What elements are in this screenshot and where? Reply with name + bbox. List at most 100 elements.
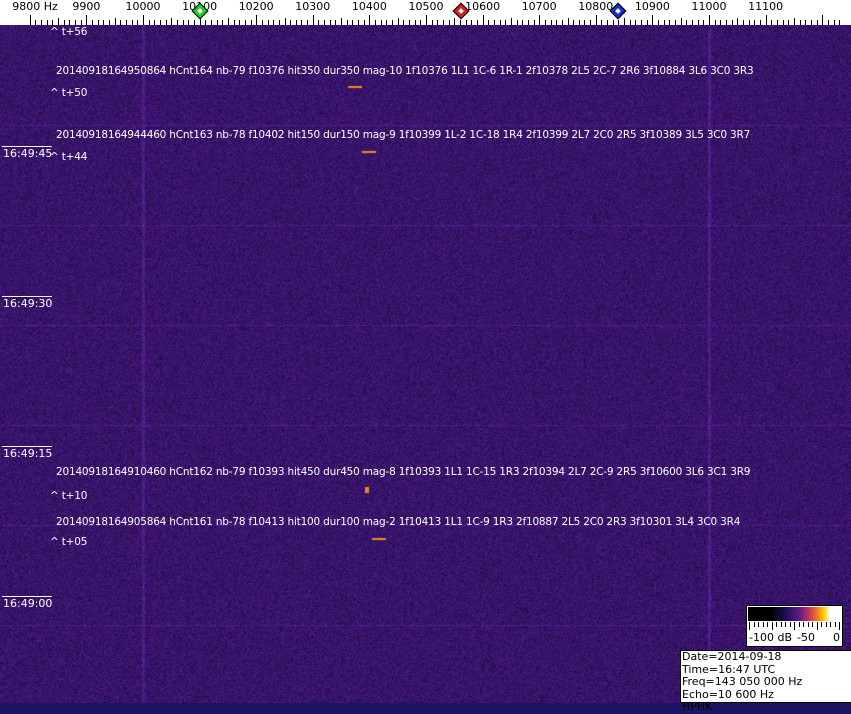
- axis-tick: [273, 20, 275, 25]
- axis-tick: [307, 20, 309, 25]
- freq-label: 10600: [465, 0, 501, 13]
- axis-tick: [709, 15, 710, 25]
- colorbar-tick: [834, 622, 836, 627]
- freq-label: 10200: [238, 0, 274, 13]
- axis-tick: [459, 20, 461, 25]
- axis-tick: [148, 20, 150, 25]
- axis-tick: [805, 20, 807, 25]
- frequency-axis[interactable]: 9800 Hz 99001000010100102001030010400105…: [0, 0, 851, 25]
- axis-tick: [176, 20, 178, 25]
- axis-tick: [522, 20, 524, 25]
- axis-tick: [165, 20, 167, 25]
- color-gradient: [748, 607, 841, 621]
- axis-tick: [646, 20, 648, 25]
- axis-tick: [380, 20, 382, 25]
- colorbar-tick: [767, 622, 768, 627]
- axis-tick: [493, 20, 495, 25]
- colorbar-label-max: 0: [833, 631, 840, 644]
- colorbar-tick: [830, 622, 831, 627]
- axis-tick: [103, 20, 105, 25]
- axis-tick: [680, 18, 682, 25]
- axis-tick: [414, 20, 416, 25]
- axis-tick: [544, 20, 546, 25]
- axis-tick: [239, 20, 241, 25]
- axis-tick: [731, 20, 733, 25]
- axis-tick: [816, 20, 818, 25]
- axis-tick: [222, 20, 224, 25]
- axis-tick: [476, 20, 478, 25]
- axis-tick: [335, 20, 337, 25]
- axis-tick: [301, 20, 303, 25]
- axis-tick: [556, 20, 558, 25]
- axis-tick: [516, 20, 518, 25]
- axis-tick: [329, 20, 331, 25]
- axis-tick: [782, 20, 784, 25]
- axis-tick: [267, 20, 269, 25]
- axis-tick: [154, 20, 156, 25]
- colorbar-label-mid: -50: [797, 631, 815, 644]
- axis-tick: [227, 18, 229, 25]
- axis-tick: [437, 20, 439, 25]
- axis-tick: [748, 20, 750, 25]
- axis-tick: [143, 15, 144, 25]
- axis-tick: [669, 20, 671, 25]
- axis-tick: [346, 20, 348, 25]
- detection-line: 20140918164944460 hCnt163 nb-78 f10402 h…: [56, 129, 751, 141]
- axis-tick: [318, 20, 320, 25]
- axis-tick: [261, 20, 263, 25]
- colorbar-tick: [776, 622, 777, 627]
- axis-tick: [409, 20, 411, 25]
- axis-tick: [442, 20, 444, 25]
- axis-tick: [839, 20, 841, 25]
- axis-tick: [765, 15, 767, 25]
- colorbar-tick: [825, 622, 827, 627]
- axis-tick: [454, 18, 456, 25]
- info-echo: Echo=10 600 Hz: [682, 687, 774, 701]
- axis-tick: [312, 15, 314, 25]
- axis-tick: [120, 20, 122, 25]
- offset-label: ^ t+05: [50, 536, 88, 548]
- info-freq: Freq=143 050 000 Hz: [682, 675, 803, 688]
- axis-tick: [550, 20, 552, 25]
- axis-tick: [601, 20, 603, 25]
- colorbar-tick: [794, 622, 795, 630]
- colorbar-tick: [807, 622, 809, 627]
- axis-tick: [629, 20, 631, 25]
- colorbar-tick: [803, 622, 804, 627]
- axis-tick: [29, 15, 31, 25]
- axis-tick: [199, 15, 201, 25]
- axis-tick: [590, 20, 592, 25]
- detection-line: 20140918164950864 hCnt164 nb-79 f10376 h…: [56, 65, 754, 77]
- offset-label: ^ t+56: [50, 26, 88, 38]
- freq-unit-label: 9800 Hz: [12, 0, 58, 13]
- axis-tick: [193, 20, 195, 25]
- color-scale-bar: -100 dB -50 0: [746, 605, 843, 647]
- freq-label: 10300: [295, 0, 331, 13]
- axis-tick: [182, 20, 184, 25]
- axis-tick: [386, 20, 388, 25]
- axis-tick: [771, 20, 773, 25]
- freq-label: 10700: [521, 0, 557, 13]
- colorbar-label-min: -100 dB: [749, 631, 792, 644]
- time-label: 16:49:15: [2, 446, 53, 460]
- colorbar-tick: [816, 622, 818, 630]
- axis-tick: [188, 20, 190, 25]
- colorbar-tick: [812, 622, 813, 627]
- freq-label: 10500: [408, 0, 444, 13]
- colorbar-tick: [785, 622, 786, 627]
- freq-label: 11000: [691, 0, 727, 13]
- axis-tick: [431, 20, 433, 25]
- axis-tick: [799, 20, 801, 25]
- axis-tick: [358, 20, 360, 25]
- axis-tick: [561, 20, 563, 25]
- freq-label: 10400: [351, 0, 387, 13]
- axis-tick: [510, 18, 512, 25]
- axis-tick: [80, 20, 82, 25]
- offset-label: ^ t+50: [50, 87, 88, 99]
- axis-tick: [420, 20, 422, 25]
- spectrogram-waterfall[interactable]: [0, 25, 851, 703]
- axis-tick: [488, 20, 490, 25]
- axis-tick: [788, 20, 790, 25]
- axis-tick: [714, 20, 716, 25]
- offset-label: ^ t+10: [50, 490, 88, 502]
